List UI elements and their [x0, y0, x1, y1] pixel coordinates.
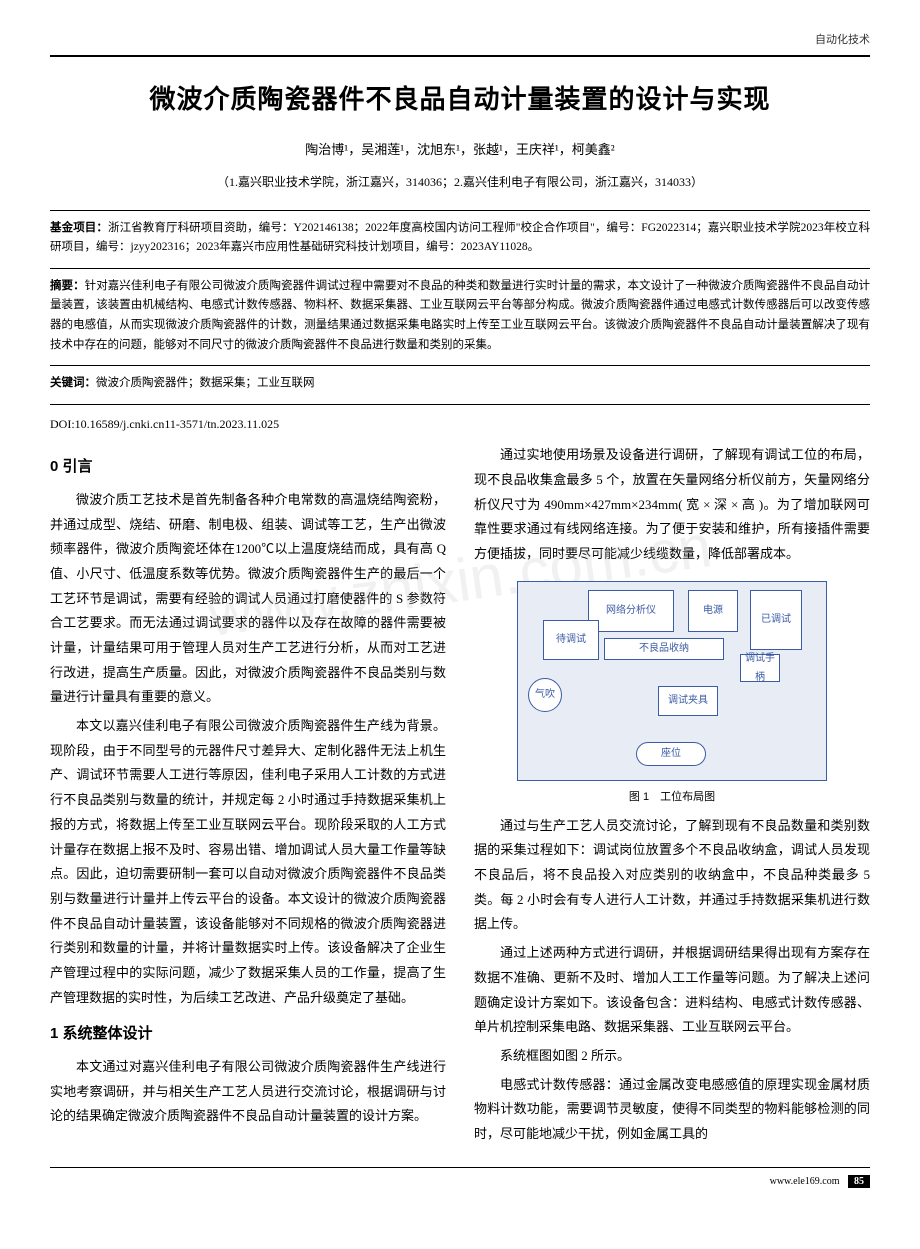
keywords-text: 微波介质陶瓷器件；数据采集；工业互联网 [96, 377, 315, 389]
left-column: 0 引言 微波介质工艺技术是首先制备各种介电常数的高温烧结陶瓷粉，并通过成型、烧… [50, 443, 446, 1150]
figure-1-caption: 图 1 工位布局图 [517, 787, 827, 808]
col2-para-4: 系统框图如图 2 所示。 [474, 1044, 870, 1069]
box-air-blow: 气吹 [528, 678, 562, 712]
funding-block: 基金项目：浙江省教育厅科研项目资助，编号：Y202146138；2022年度高校… [50, 219, 870, 258]
authors: 陶治博¹，吴湘莲¹，沈旭东¹，张越¹，王庆祥¹，柯美鑫² [50, 138, 870, 163]
header-category: 自动化技术 [50, 30, 870, 57]
box-tune-handle: 调试手柄 [740, 654, 780, 682]
abstract-block: 摘要：针对嘉兴佳利电子有限公司微波介质陶瓷器件调试过程中需要对不良品的种类和数量… [50, 277, 870, 355]
funding-text: 浙江省教育厅科研项目资助，编号：Y202146138；2022年度高校国内访问工… [50, 222, 870, 254]
col2-para-5: 电感式计数传感器：通过金属改变电感感值的原理实现金属材质物料计数功能，需要调节灵… [474, 1073, 870, 1147]
intro-para-2: 本文以嘉兴佳利电子有限公司微波介质陶瓷器件生产线为背景。现阶段，由于不同型号的元… [50, 714, 446, 1010]
section-1-heading: 1 系统整体设计 [50, 1020, 446, 1049]
box-power: 电源 [688, 590, 738, 632]
box-net-analyzer: 网络分析仪 [588, 590, 674, 632]
doi: DOI:10.16589/j.cnki.cn11-3571/tn.2023.11… [50, 413, 870, 436]
right-column: 通过实地使用场景及设备进行调研，了解现有调试工位的布局，现不良品收集盒最多 5 … [474, 443, 870, 1150]
keywords-label: 关键词： [50, 377, 96, 389]
divider [50, 404, 870, 405]
col2-para-1: 通过实地使用场景及设备进行调研，了解现有调试工位的布局，现不良品收集盒最多 5 … [474, 443, 870, 566]
funding-label: 基金项目： [50, 222, 108, 234]
footer: www.ele169.com 85 [50, 1167, 870, 1191]
box-tuned: 已调试 [750, 590, 802, 650]
divider [50, 365, 870, 366]
figure-1: 网络分析仪 电源 已调试 待调试 不良品收纳 调试手柄 气吹 调试夹具 座位 图… [517, 581, 827, 808]
divider [50, 268, 870, 269]
box-seat: 座位 [636, 742, 706, 766]
intro-para-1: 微波介质工艺技术是首先制备各种介电常数的高温烧结陶瓷粉，并通过成型、烧结、研磨、… [50, 488, 446, 710]
design-para-1: 本文通过对嘉兴佳利电子有限公司微波介质陶瓷器件生产线进行实地考察调研，并与相关生… [50, 1055, 446, 1129]
footer-url: www.ele169.com [770, 1176, 840, 1187]
keywords-block: 关键词：微波介质陶瓷器件；数据采集；工业互联网 [50, 374, 870, 394]
box-reject-storage: 不良品收纳 [604, 638, 724, 660]
divider [50, 210, 870, 211]
page-number: 85 [848, 1175, 870, 1188]
col2-para-2: 通过与生产工艺人员交流讨论，了解到现有不良品数量和类别数据的采集过程如下：调试岗… [474, 814, 870, 937]
layout-diagram: 网络分析仪 电源 已调试 待调试 不良品收纳 调试手柄 气吹 调试夹具 座位 [517, 581, 827, 781]
paper-title: 微波介质陶瓷器件不良品自动计量装置的设计与实现 [50, 75, 870, 124]
box-to-tune: 待调试 [543, 620, 599, 660]
affiliations: （1.嘉兴职业技术学院，浙江嘉兴，314036；2.嘉兴佳利电子有限公司，浙江嘉… [50, 171, 870, 194]
section-0-heading: 0 引言 [50, 453, 446, 482]
col2-para-3: 通过上述两种方式进行调研，并根据调研结果得出现有方案存在数据不准确、更新不及时、… [474, 941, 870, 1040]
abstract-label: 摘要： [50, 280, 85, 292]
abstract-text: 针对嘉兴佳利电子有限公司微波介质陶瓷器件调试过程中需要对不良品的种类和数量进行实… [50, 280, 870, 351]
box-fixture: 调试夹具 [658, 686, 718, 716]
